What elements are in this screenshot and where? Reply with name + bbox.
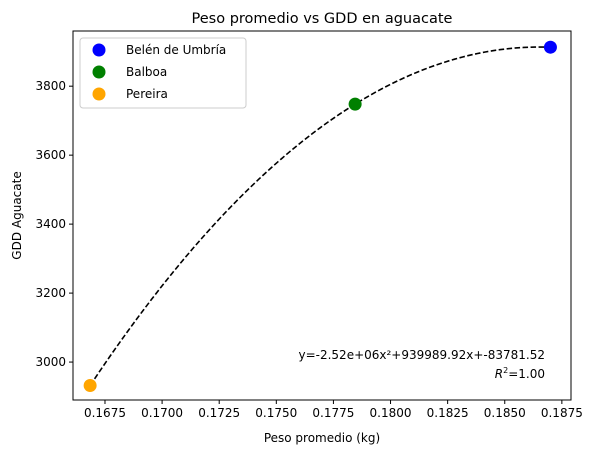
y-tick-label: 3400 [35,217,66,231]
data-point [543,40,557,54]
data-point [83,379,97,393]
legend-label: Pereira [126,87,168,101]
legend: Belén de Umbría Balboa Pereira [79,37,247,109]
fit-curve [89,46,551,386]
x-tick-label: 0.1700 [141,406,183,420]
x-axis-title: Peso promedio (kg) [264,431,380,445]
y-tick-label: 3200 [35,286,66,300]
y-tick-label: 3000 [35,355,66,369]
legend-marker [92,43,106,57]
axes-frame [72,30,572,401]
x-axis: 0.1675 0.1700 0.1725 0.1750 0.1775 0.1800 0.18… [84,400,583,420]
r-squared: R2=1.00 [495,366,545,381]
x-tick-label: 0.1750 [255,406,297,420]
legend-marker [92,87,106,101]
fit-equation: y=-2.52e+06x²+939989.92x+-83781.52 [298,348,545,362]
x-tick-label: 0.1850 [484,406,526,420]
y-tick-label: 3600 [35,148,66,162]
chart-title: Peso promedio vs GDD en aguacate [192,11,453,27]
legend-label: Balboa [126,65,167,79]
x-tick-label: 0.1675 [84,406,126,420]
legend-marker [92,65,106,79]
legend-label: Belén de Umbría [126,43,226,57]
x-tick-label: 0.1875 [541,406,583,420]
x-tick-label: 0.1775 [312,406,354,420]
x-tick-label: 0.1725 [198,406,240,420]
y-axis: 3000 3200 3400 3600 3800 [35,79,73,369]
plot-area [83,40,557,393]
legend-box [79,37,247,109]
x-tick-label: 0.1800 [370,406,412,420]
data-point [348,97,362,111]
y-axis-title: GDD Aguacate [10,171,24,259]
x-tick-label: 0.1825 [427,406,469,420]
y-tick-label: 3800 [35,79,66,93]
